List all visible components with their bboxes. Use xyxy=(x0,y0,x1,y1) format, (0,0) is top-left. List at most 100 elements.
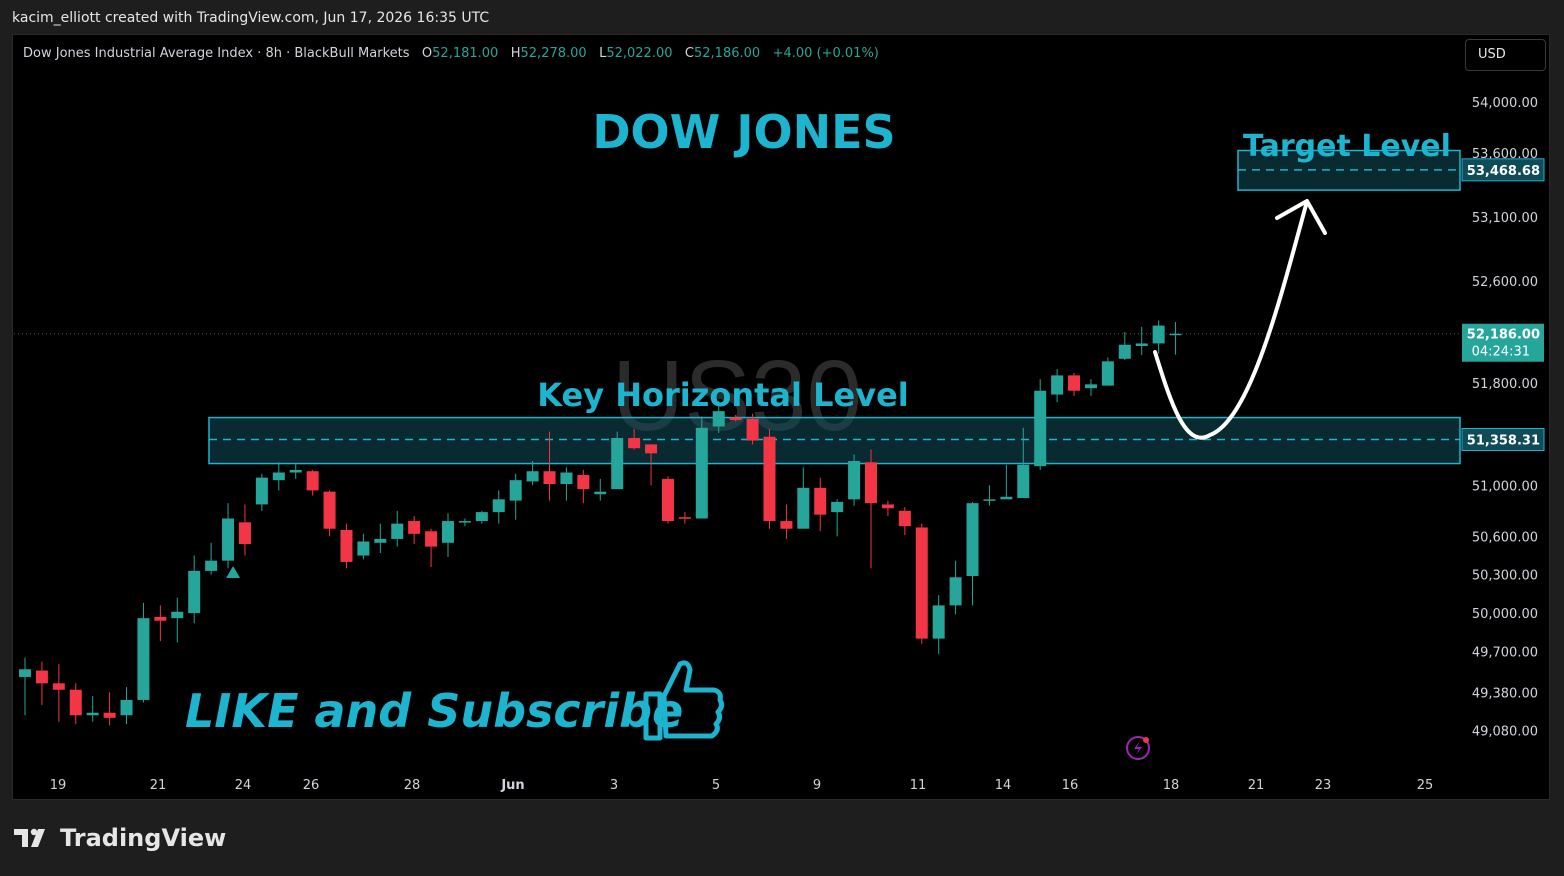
candle[interactable] xyxy=(238,504,251,556)
candle[interactable] xyxy=(340,523,353,569)
candle[interactable] xyxy=(1051,369,1064,403)
candle[interactable] xyxy=(154,605,167,642)
candle-body xyxy=(763,436,776,522)
candle[interactable] xyxy=(1135,326,1148,355)
candle[interactable] xyxy=(86,696,99,722)
candle[interactable] xyxy=(391,510,404,547)
candle[interactable] xyxy=(222,503,235,569)
candle[interactable] xyxy=(19,657,31,716)
candle[interactable] xyxy=(1152,320,1165,354)
candle[interactable] xyxy=(171,597,184,643)
candle-body xyxy=(391,523,404,539)
candle[interactable] xyxy=(712,400,725,433)
y-tick-label: 53,100.00 xyxy=(1472,211,1538,226)
candle[interactable] xyxy=(1068,372,1081,396)
candle[interactable] xyxy=(120,687,133,725)
candle[interactable] xyxy=(442,513,454,557)
candle[interactable] xyxy=(661,476,674,524)
candle[interactable] xyxy=(492,490,505,524)
y-tick-label: 54,000.00 xyxy=(1472,96,1538,111)
tradingview-logo[interactable]: TradingView xyxy=(14,824,226,852)
x-tick-label: 25 xyxy=(1417,778,1434,793)
candle-body xyxy=(238,522,251,545)
candle[interactable] xyxy=(306,469,319,496)
x-tick-label: 16 xyxy=(1062,778,1079,793)
attribution-text: kacim_elliott created with TradingView.c… xyxy=(12,10,490,26)
candle[interactable] xyxy=(695,416,708,519)
candle[interactable] xyxy=(103,692,116,726)
candle[interactable] xyxy=(1017,427,1030,499)
target-price-tag xyxy=(1461,158,1545,182)
candle[interactable] xyxy=(357,533,370,560)
candle[interactable] xyxy=(949,560,962,615)
key-level-zone[interactable] xyxy=(208,416,1461,465)
candle-body xyxy=(509,480,522,501)
candle[interactable] xyxy=(188,555,201,624)
currency-button[interactable]: USD xyxy=(1465,39,1546,71)
candle[interactable] xyxy=(560,467,573,501)
candle[interactable] xyxy=(628,429,641,450)
candle[interactable] xyxy=(814,477,827,532)
high-key: H xyxy=(510,46,521,61)
candle[interactable] xyxy=(1034,379,1047,470)
candle[interactable] xyxy=(831,499,844,537)
lightning-icon[interactable] xyxy=(1126,736,1150,760)
candle[interactable] xyxy=(52,664,65,722)
candle-body xyxy=(932,605,945,639)
candle[interactable] xyxy=(932,595,945,654)
candle[interactable] xyxy=(475,510,488,524)
candle[interactable] xyxy=(543,431,556,501)
candle[interactable] xyxy=(780,504,793,539)
candle[interactable] xyxy=(272,462,285,491)
y-tick-label: 49,080.00 xyxy=(1472,725,1538,740)
y-tick-label: 49,700.00 xyxy=(1472,645,1538,660)
candle[interactable] xyxy=(35,661,48,706)
candle[interactable] xyxy=(848,454,861,506)
candle[interactable] xyxy=(865,449,877,569)
candle[interactable] xyxy=(425,528,438,568)
candle[interactable] xyxy=(645,444,658,486)
candle[interactable] xyxy=(1118,331,1131,361)
candle[interactable] xyxy=(678,512,691,524)
candle[interactable] xyxy=(594,478,607,501)
candle[interactable] xyxy=(881,500,894,516)
candle[interactable] xyxy=(205,542,218,575)
high-value: 52,278.00 xyxy=(520,46,587,61)
candle-body xyxy=(577,475,590,490)
x-tick-label: 14 xyxy=(995,778,1012,793)
candle[interactable] xyxy=(1101,357,1114,386)
candle[interactable] xyxy=(966,501,979,606)
candle[interactable] xyxy=(915,523,928,644)
candle[interactable] xyxy=(289,463,302,479)
candle[interactable] xyxy=(137,602,150,703)
key-price-text: 51,358.31 xyxy=(1467,433,1540,448)
candle[interactable] xyxy=(374,523,387,553)
candle-body xyxy=(120,699,133,716)
x-tick-label: 9 xyxy=(813,778,821,793)
candle[interactable] xyxy=(763,429,776,529)
candle[interactable] xyxy=(983,485,996,506)
candle-body xyxy=(205,560,218,571)
candle[interactable] xyxy=(526,461,539,486)
candle[interactable] xyxy=(746,413,759,445)
candle[interactable] xyxy=(898,507,911,536)
candle[interactable] xyxy=(255,473,268,511)
y-tick-label: 50,600.00 xyxy=(1472,530,1538,545)
candle[interactable] xyxy=(458,518,471,527)
candle-body xyxy=(628,438,641,449)
candle[interactable] xyxy=(611,431,624,490)
candle[interactable] xyxy=(1084,379,1097,396)
candle[interactable] xyxy=(408,515,421,545)
candle[interactable] xyxy=(1169,321,1182,355)
candle[interactable] xyxy=(1000,464,1013,500)
candle[interactable] xyxy=(729,415,742,422)
cta-text: LIKE and Subscribe xyxy=(185,684,683,738)
candle[interactable] xyxy=(797,467,810,529)
candle-body xyxy=(442,521,454,543)
candle[interactable] xyxy=(69,683,82,725)
candle[interactable] xyxy=(509,473,522,520)
candle-body xyxy=(289,469,302,473)
candle[interactable] xyxy=(323,490,336,537)
candle[interactable] xyxy=(577,469,590,504)
